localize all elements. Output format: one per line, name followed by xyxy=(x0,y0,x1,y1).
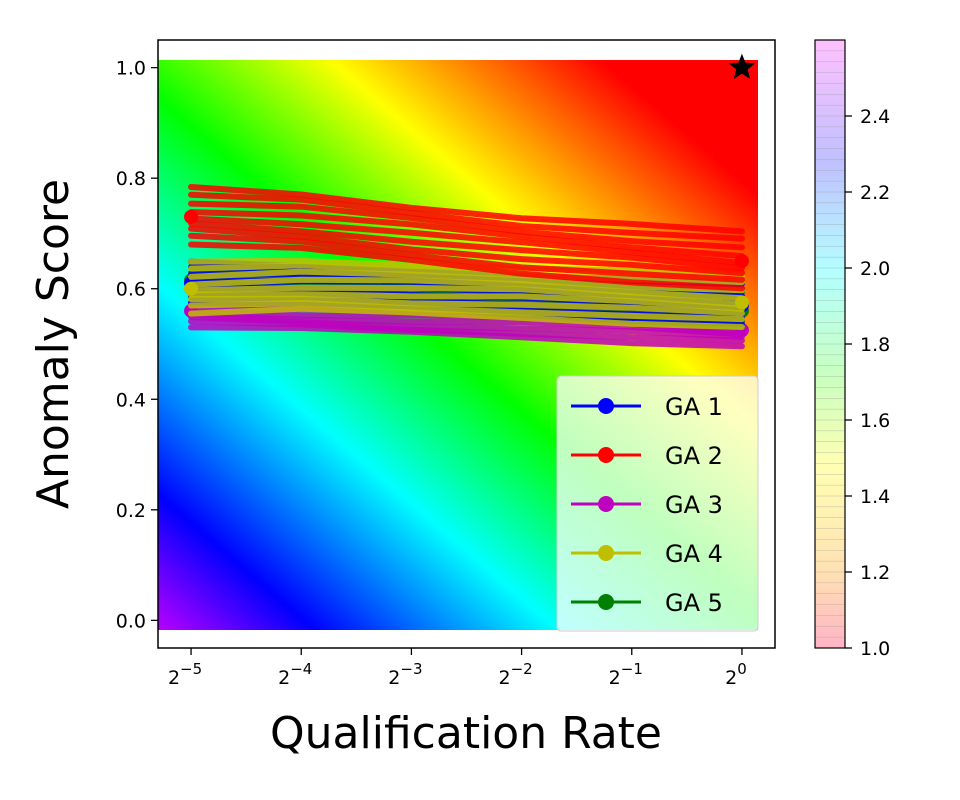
y-axis: 0.0 0.2 0.4 0.6 0.8 1.0 xyxy=(116,58,158,632)
colorbar-tick-label: 1.2 xyxy=(860,562,890,584)
series-line xyxy=(188,184,745,235)
colorbar-tick-label: 1.8 xyxy=(860,334,890,356)
plot-frame xyxy=(157,39,776,649)
legend-item: GA 4 xyxy=(571,540,723,568)
series-line xyxy=(188,284,745,308)
legend-item: GA 3 xyxy=(571,491,723,519)
series-line xyxy=(188,220,745,272)
colorbar-tick-label: 2.4 xyxy=(860,106,890,128)
series-line xyxy=(188,241,745,292)
series-line xyxy=(188,305,745,330)
series-point xyxy=(734,254,749,269)
series-ga-2 xyxy=(184,184,749,292)
legend-item: GA 1 xyxy=(571,393,723,421)
legend-marker xyxy=(598,398,614,414)
series-line xyxy=(188,200,745,251)
x-tick-label: 2−4 xyxy=(278,660,312,689)
legend-box xyxy=(556,375,759,632)
colorbar-tick-label: 1.6 xyxy=(860,410,890,432)
legend-label: GA 1 xyxy=(665,393,723,421)
series-line xyxy=(188,215,745,267)
series-line xyxy=(188,291,745,312)
ideal-point xyxy=(728,53,756,79)
series-ga-4 xyxy=(184,257,749,330)
series-line xyxy=(188,191,745,242)
series-line xyxy=(188,232,745,283)
series-point xyxy=(734,295,749,310)
legend-label: GA 4 xyxy=(665,540,723,568)
x-tick-label: 2−5 xyxy=(168,660,202,689)
colorbar-tick-label: 2.2 xyxy=(860,182,890,204)
series-line xyxy=(188,276,745,302)
series-line xyxy=(188,295,745,317)
series-line xyxy=(188,268,745,294)
series-line xyxy=(188,225,745,277)
y-tick-label: 0.6 xyxy=(116,279,146,301)
x-axis-label: Qualification Rate xyxy=(270,708,662,759)
legend: GA 1 GA 2 GA 3 GA 4 GA 5 xyxy=(556,375,759,632)
legend-item: GA 2 xyxy=(571,442,723,470)
colorbar-contour-lines xyxy=(815,39,845,649)
legend-label: GA 2 xyxy=(665,442,723,470)
y-tick-label: 0.0 xyxy=(116,610,146,632)
series-line xyxy=(188,209,745,260)
colorbar: 1.0 1.2 1.4 1.6 1.8 2.0 2.2 2.4 xyxy=(814,39,890,660)
legend-marker xyxy=(598,447,614,463)
legend-marker xyxy=(598,496,614,512)
y-tick-label: 0.4 xyxy=(116,389,146,411)
colorbar-tick-label: 2.0 xyxy=(860,258,890,280)
series-point xyxy=(184,209,199,224)
y-tick-label: 0.8 xyxy=(116,168,146,190)
colorbar-tick-label: 1.0 xyxy=(860,638,890,660)
series-line xyxy=(188,262,745,286)
y-axis-label: Anomaly Score xyxy=(28,179,79,509)
y-tick-label: 0.2 xyxy=(116,500,146,522)
x-tick-label: 2−2 xyxy=(498,660,532,689)
x-axis: 2−5 2−4 2−3 2−2 2−1 20 xyxy=(168,648,747,689)
x-tick-label: 2−1 xyxy=(609,660,643,689)
x-tick-label: 20 xyxy=(725,660,747,689)
legend-label: GA 3 xyxy=(665,491,723,519)
y-tick-label: 1.0 xyxy=(116,58,146,80)
legend-item: GA 5 xyxy=(571,589,723,617)
colorbar-tick-label: 1.4 xyxy=(860,486,890,508)
series-point xyxy=(184,281,199,296)
star-icon xyxy=(728,53,756,79)
x-tick-label: 2−3 xyxy=(388,660,422,689)
legend-marker xyxy=(598,545,614,561)
series-layer xyxy=(184,184,749,350)
legend-marker xyxy=(598,594,614,610)
legend-label: GA 5 xyxy=(665,589,723,617)
series-line xyxy=(188,299,745,323)
